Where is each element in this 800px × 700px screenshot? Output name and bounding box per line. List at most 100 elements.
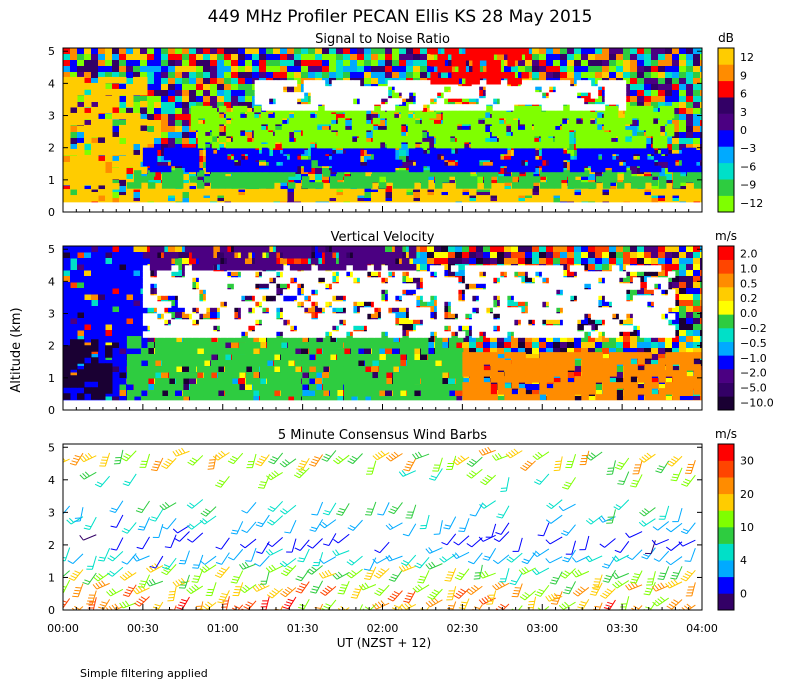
heatmap-cell	[310, 104, 319, 111]
heatmap-cell	[294, 168, 302, 175]
heatmap-cell	[653, 153, 662, 161]
heatmap-cell	[618, 92, 627, 99]
heatmap-cell	[324, 98, 333, 105]
heatmap-cell	[420, 66, 428, 73]
heatmap-cell	[105, 72, 113, 79]
heatmap-cell	[659, 105, 668, 113]
heatmap-cell	[224, 195, 232, 202]
heatmap-cell	[161, 318, 169, 325]
heatmap-cell	[295, 117, 304, 125]
heatmap-cell	[448, 183, 456, 190]
heatmap-cell	[182, 108, 190, 115]
heatmap-cell	[203, 180, 211, 187]
heatmap-cell	[84, 195, 92, 202]
colorbar-swatch	[718, 130, 734, 147]
heatmap-cell	[567, 144, 575, 151]
heatmap-cell	[562, 153, 571, 161]
heatmap-cell	[196, 162, 204, 169]
heatmap-cell	[505, 141, 514, 149]
heatmap-cell	[476, 183, 484, 190]
heatmap-cell	[218, 117, 227, 125]
heatmap-cell	[392, 114, 400, 121]
heatmap-cell	[588, 96, 596, 103]
heatmap-cell	[84, 150, 92, 157]
heatmap-cell	[154, 96, 162, 103]
heatmap-cell	[479, 72, 487, 79]
heatmap-cell	[532, 138, 540, 145]
heatmap-cell	[472, 54, 480, 61]
heatmap-cell	[679, 66, 687, 73]
heatmap-cell	[679, 84, 687, 91]
heatmap-cell	[465, 48, 473, 55]
heatmap-cell	[603, 123, 612, 131]
heatmap-cell	[126, 182, 135, 189]
heatmap-cell	[273, 288, 281, 295]
heatmap-cell	[700, 72, 702, 79]
heatmap-cell	[449, 111, 458, 119]
heatmap-cell	[364, 132, 372, 139]
heatmap-cell	[371, 176, 380, 183]
heatmap-cell	[322, 174, 330, 181]
heatmap-cell	[521, 72, 529, 79]
heatmap-cell	[154, 372, 162, 379]
heatmap-cell	[498, 141, 507, 149]
heatmap-cell	[533, 129, 542, 137]
heatmap-cell	[91, 78, 99, 85]
heatmap-cell	[196, 195, 204, 202]
heatmap-cell	[147, 48, 155, 55]
heatmap-cell	[343, 182, 352, 189]
heatmap-cell	[77, 264, 85, 271]
heatmap-cell	[126, 160, 134, 168]
heatmap-cell	[252, 396, 260, 403]
heatmap-cell	[91, 160, 99, 168]
heatmap-cell	[154, 189, 162, 196]
heatmap-cell	[189, 258, 197, 265]
heatmap-cell	[378, 182, 387, 189]
heatmap-cell	[392, 189, 400, 196]
heatmap-cell	[560, 162, 568, 169]
heatmap-cell	[497, 195, 505, 202]
heatmap-cell	[378, 120, 386, 127]
heatmap-cell	[450, 104, 459, 111]
heatmap-cell	[444, 66, 452, 73]
heatmap-cell	[252, 170, 261, 177]
heatmap-cell	[322, 189, 330, 196]
heatmap-cell	[686, 78, 694, 85]
heatmap-cell	[338, 165, 347, 173]
heatmap-cell	[112, 72, 120, 79]
heatmap-cell	[513, 98, 522, 105]
heatmap-cell	[105, 330, 113, 337]
heatmap-cell	[465, 72, 473, 79]
heatmap-cell	[665, 72, 673, 79]
heatmap-cell	[175, 144, 183, 151]
heatmap-cell	[163, 147, 172, 155]
heatmap-cell	[350, 138, 358, 145]
heatmap-cell	[119, 72, 127, 79]
heatmap-cell	[665, 102, 673, 109]
heatmap-cell	[84, 72, 92, 79]
heatmap-cell	[582, 123, 591, 131]
heatmap-cell	[498, 123, 507, 131]
heatmap-cell	[63, 195, 71, 202]
heatmap-cell	[350, 72, 358, 79]
heatmap-cell	[366, 92, 375, 99]
heatmap-cell	[308, 48, 316, 55]
heatmap-cell	[281, 111, 290, 119]
heatmap-cell	[611, 147, 620, 155]
heatmap-cell	[329, 189, 337, 196]
heatmap-cell	[238, 182, 247, 189]
heatmap-cell	[84, 252, 92, 259]
heatmap-cell	[303, 80, 312, 87]
heatmap-cell	[576, 86, 585, 93]
heatmap-cell	[189, 54, 197, 61]
heatmap-cell	[469, 96, 477, 103]
heatmap-cell	[378, 48, 386, 55]
heatmap-cell	[254, 165, 263, 173]
heatmap-cell	[112, 172, 120, 180]
heatmap-cell	[210, 84, 218, 91]
heatmap-cell	[458, 60, 466, 67]
heatmap-cell	[224, 84, 232, 91]
heatmap-cell	[231, 342, 239, 349]
heatmap-cell	[521, 48, 529, 55]
heatmap-cell	[561, 135, 570, 143]
